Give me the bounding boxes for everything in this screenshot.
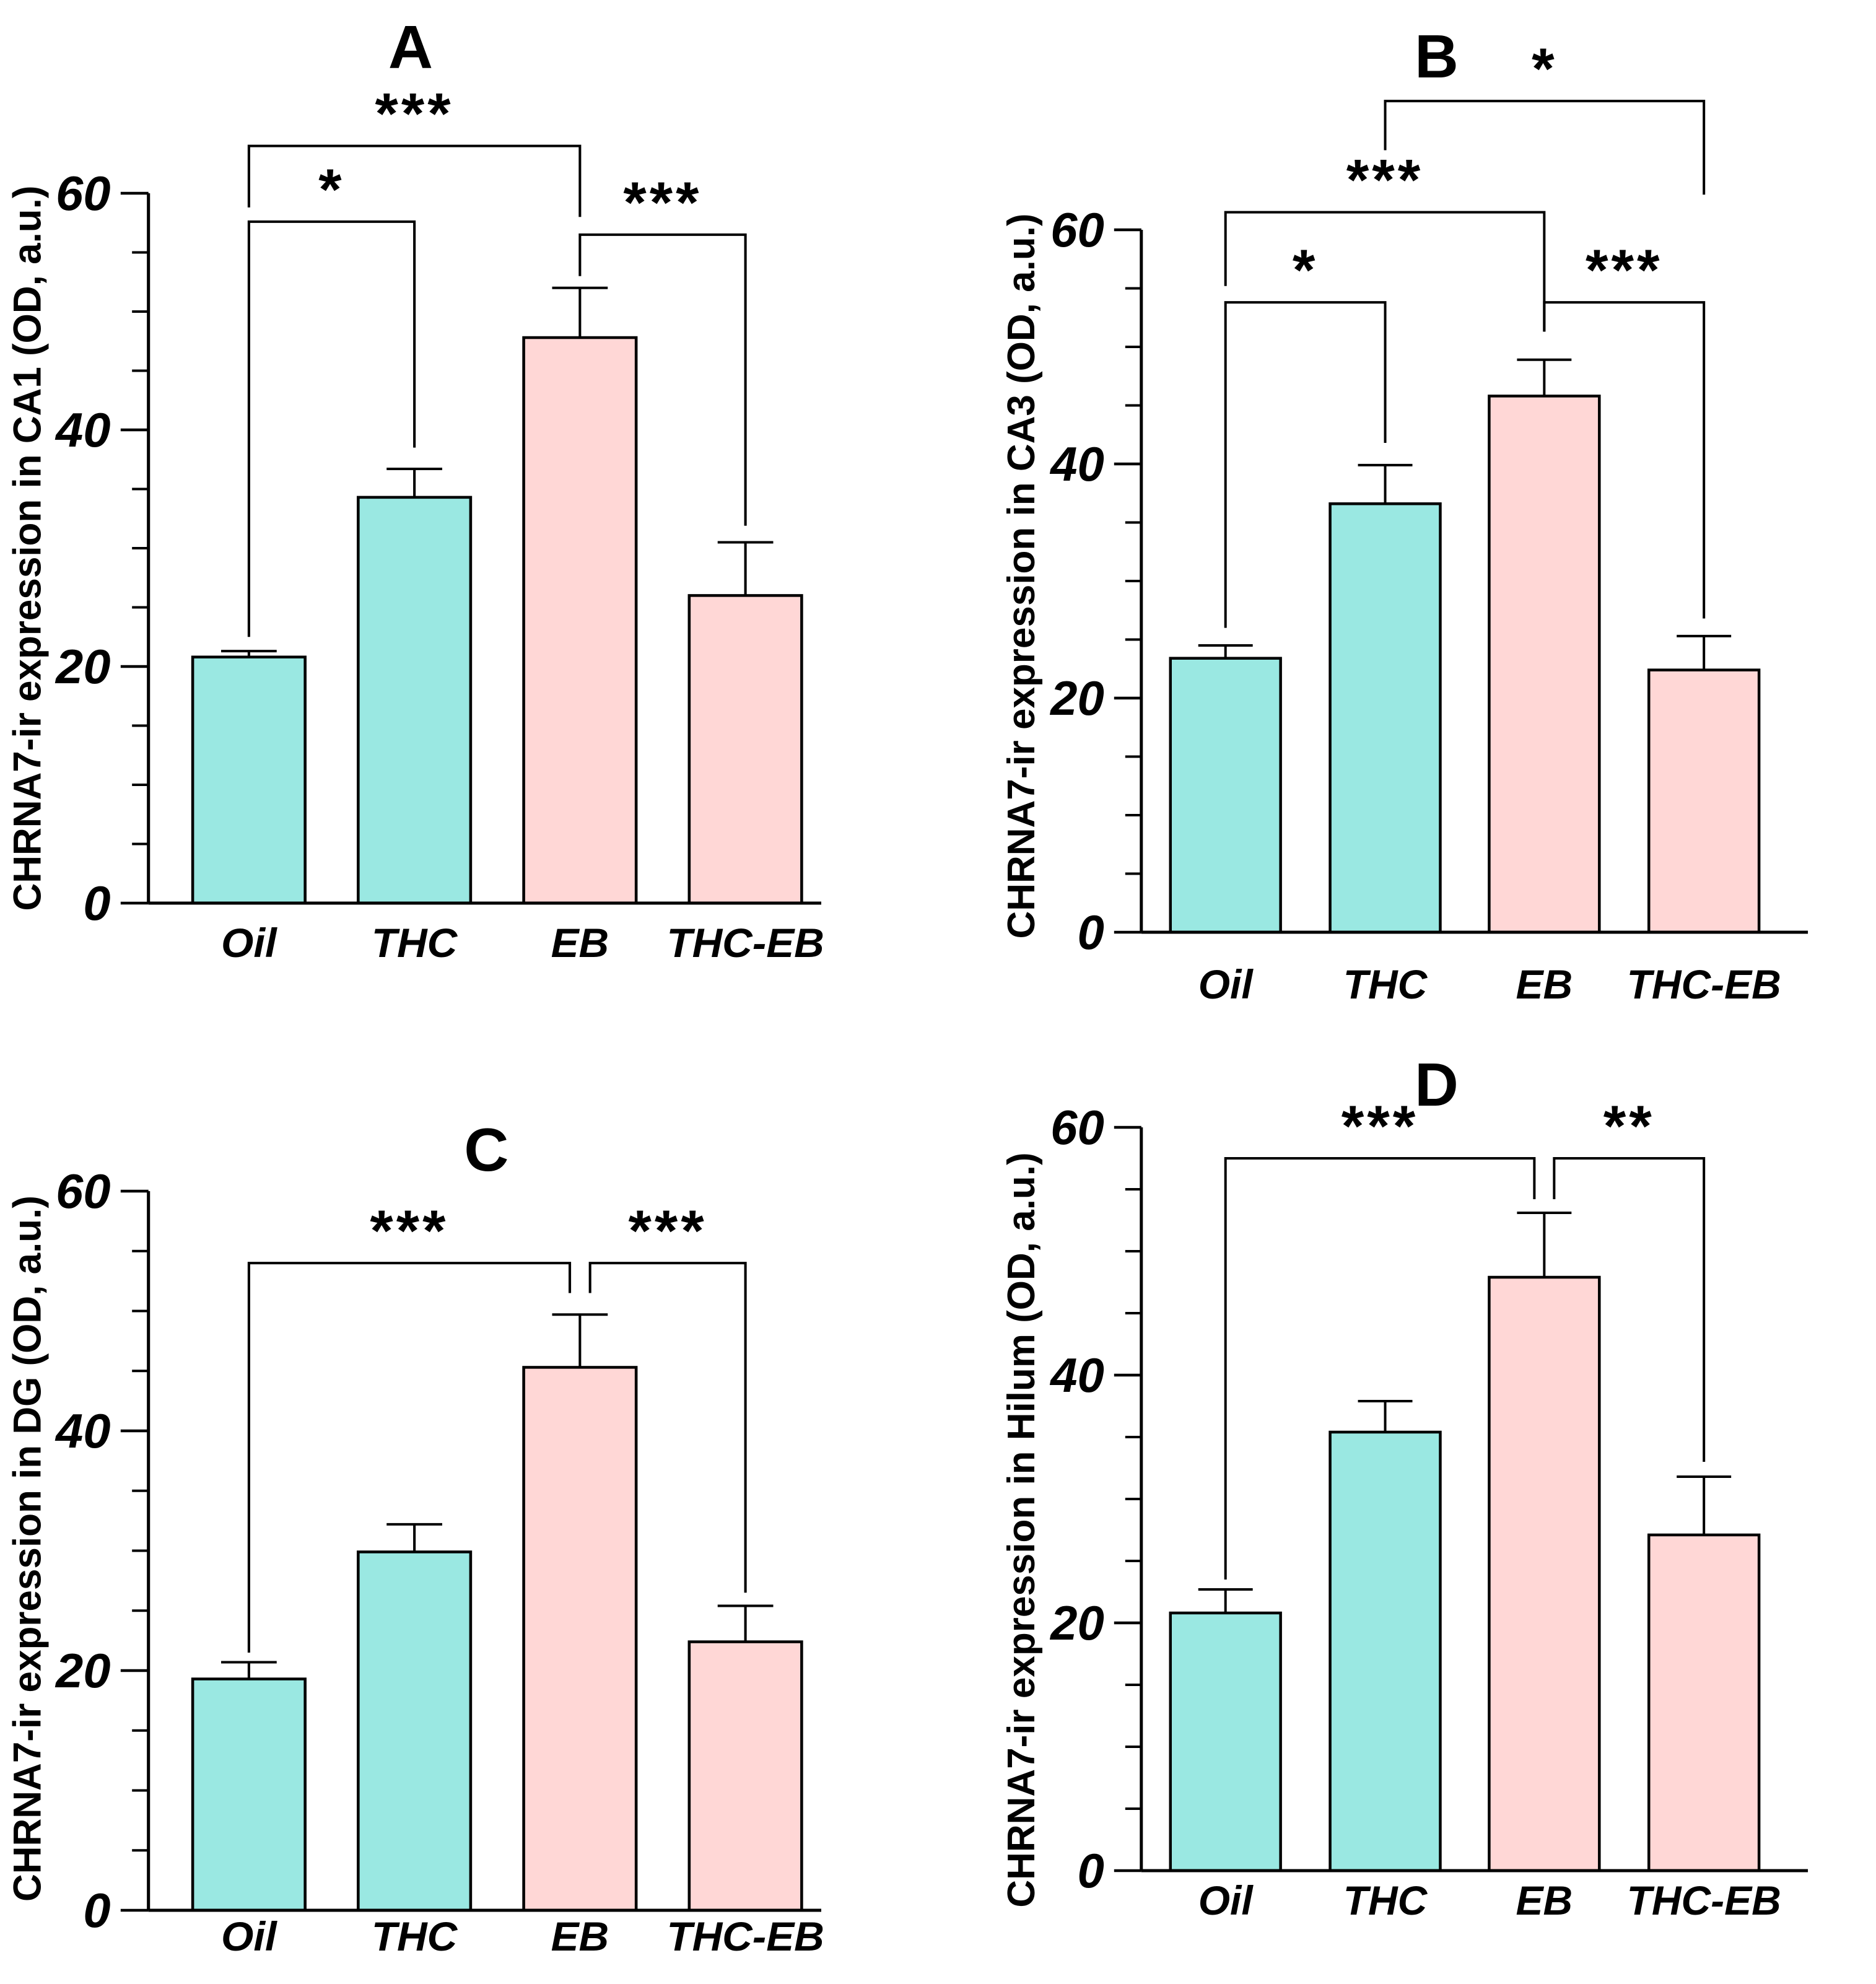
- y-tick-label: 60: [56, 1165, 111, 1218]
- y-tick-label: 40: [1049, 437, 1104, 491]
- panel-a: 0 20 40 60 Oil THC EB THC-EB *** * *** CHRNA7-ir ex…: [0, 0, 948, 1016]
- sig-bracket-oil-eb: [247, 144, 582, 217]
- panel-d: 0 20 40 60 Oil THC EB THC-EB *** ** CHRNA7-ir expr…: [948, 1016, 1876, 1984]
- sig-bracket-thc-thc-eb: [1384, 100, 1706, 195]
- bar-eb: [1488, 395, 1601, 934]
- y-tick-label: 60: [1050, 1100, 1104, 1155]
- bar-thc: [357, 1550, 473, 1912]
- x-category-label-thc-eb: THC-EB: [666, 921, 824, 966]
- bar-eb: [522, 1366, 638, 1912]
- sig-stars: ***: [623, 170, 702, 235]
- panel-title: A: [388, 13, 433, 81]
- panel-b: 0 20 40 60 Oil THC EB THC-EB * *** * *** CHRNA7-ir e…: [948, 0, 1876, 1016]
- x-category-label-oil: Oil: [1198, 961, 1254, 1007]
- y-tick-label: 20: [55, 1644, 111, 1698]
- sig-stars: *: [318, 157, 344, 222]
- y-axis-title: CHRNA7-ir expression in CA3 (OD, a.u.): [1000, 213, 1043, 938]
- x-category-label-thc: THC: [1343, 961, 1428, 1007]
- y-tick-label: 0: [83, 876, 110, 930]
- y-tick-label: 0: [83, 1884, 110, 1938]
- y-tick-label: 40: [55, 1404, 111, 1458]
- bar-thc-eb: [687, 1640, 803, 1912]
- bar-thc-eb: [1647, 668, 1761, 934]
- bar-oil: [191, 655, 307, 905]
- sig-stars: *: [1293, 237, 1319, 302]
- panel-title: C: [464, 1116, 508, 1184]
- y-tick-label: 0: [1077, 1843, 1104, 1898]
- sig-bracket-oil-thc: [247, 220, 416, 637]
- y-tick-label: 20: [1049, 1596, 1104, 1650]
- panel-c-chart: 0 20 40 60 Oil THC EB THC-EB *** *** CHRNA7-ir exp…: [6, 1116, 824, 1960]
- x-category-label-thc: THC: [1343, 1877, 1428, 1923]
- sig-stars: ***: [1342, 1093, 1419, 1158]
- y-tick-label: 20: [55, 640, 111, 694]
- panel-title: B: [1415, 22, 1459, 90]
- bar-oil: [191, 1677, 307, 1912]
- x-category-label-thc-eb: THC-EB: [1627, 961, 1781, 1007]
- sig-stars: **: [1603, 1093, 1655, 1158]
- sig-stars: ***: [375, 81, 453, 146]
- bar-oil: [1169, 1611, 1282, 1873]
- y-tick-label: 40: [1049, 1348, 1104, 1402]
- x-category-label-thc: THC: [372, 1915, 458, 1960]
- panel-title: D: [1415, 1051, 1459, 1119]
- sig-stars: ***: [1346, 147, 1424, 212]
- bar-thc: [357, 496, 473, 905]
- sig-bracket-oil-eb: [1224, 1157, 1536, 1580]
- x-category-label-oil: Oil: [221, 921, 277, 966]
- bar-oil: [1169, 657, 1282, 934]
- bar-eb: [1488, 1275, 1601, 1873]
- x-category-label-oil: Oil: [221, 1915, 277, 1960]
- y-tick-label: 60: [56, 167, 111, 221]
- bar-eb: [522, 336, 638, 905]
- x-category-label-eb: EB: [1516, 961, 1573, 1007]
- y-tick-label: 60: [1050, 203, 1104, 257]
- x-category-label-eb: EB: [551, 921, 609, 966]
- x-category-label-oil: Oil: [1198, 1877, 1254, 1923]
- panel-c: 0 20 40 60 Oil THC EB THC-EB *** *** CHRNA7-ir exp…: [0, 1016, 948, 1984]
- x-category-label-eb: EB: [1516, 1877, 1573, 1923]
- x-category-label-thc-eb: THC-EB: [666, 1915, 824, 1960]
- y-axis-title: CHRNA7-ir expression in Hilum (OD, a.u.): [1000, 1152, 1043, 1907]
- bar-thc-eb: [1647, 1533, 1761, 1873]
- y-tick-label: 40: [55, 403, 111, 457]
- sig-bracket-oil-eb: [1224, 211, 1546, 332]
- sig-stars: *: [1532, 36, 1558, 101]
- y-axis-title: CHRNA7-ir expression in DG (OD, a.u.): [6, 1195, 50, 1902]
- x-category-label-thc-eb: THC-EB: [1627, 1877, 1781, 1923]
- sig-bracket-eb-thc-eb: [1543, 301, 1706, 619]
- sig-bracket-eb-thc-eb: [578, 233, 747, 526]
- y-tick-label: 20: [1049, 671, 1104, 725]
- sig-stars: ***: [1586, 237, 1663, 302]
- bar-thc: [1328, 502, 1442, 934]
- sig-bracket-eb-thc-eb: [588, 1262, 747, 1593]
- sig-bracket-oil-thc: [1224, 301, 1387, 628]
- sig-stars: ***: [629, 1199, 707, 1264]
- bar-thc-eb: [687, 594, 803, 905]
- sig-bracket-oil-eb: [247, 1262, 572, 1653]
- y-tick-label: 0: [1077, 905, 1104, 959]
- sig-bracket-eb-thc-eb: [1553, 1157, 1706, 1462]
- x-category-label-thc: THC: [372, 921, 458, 966]
- x-category-label-eb: EB: [551, 1915, 609, 1960]
- y-axis-title: CHRNA7-ir expression in CA1 (OD, a.u.): [6, 185, 50, 911]
- sig-stars: ***: [370, 1199, 448, 1264]
- bar-thc: [1328, 1430, 1442, 1873]
